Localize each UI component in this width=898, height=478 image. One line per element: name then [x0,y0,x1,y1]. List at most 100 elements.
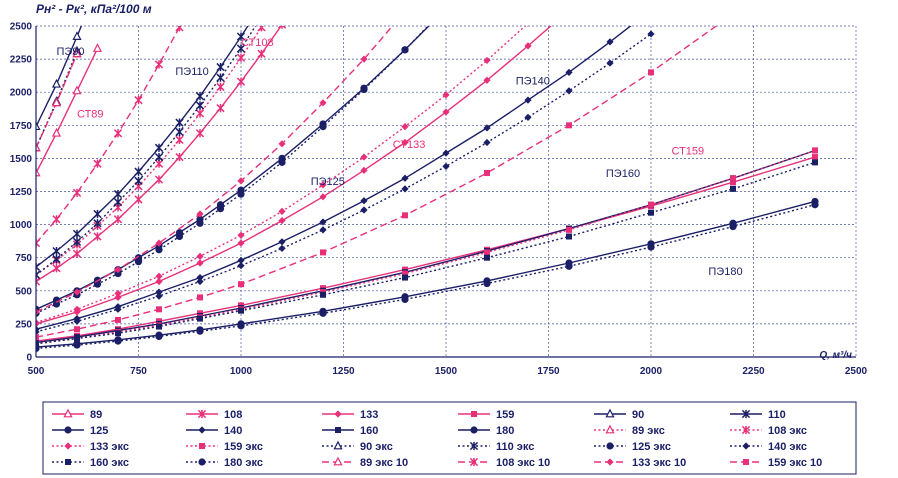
data-point [195,101,205,110]
data-point [196,219,204,227]
legend-marker [198,426,206,434]
data-point [237,239,245,247]
series-110 [36,26,249,272]
data-point [606,59,614,67]
x-tick-label: 750 [130,366,147,377]
y-tick-label: 1500 [10,154,33,165]
data-point [36,121,41,131]
series-110-экс [36,26,257,280]
legend: 89 108 133 159 90 110 125 140 160 180 89 экс 108 эк… [42,401,857,475]
series-89 [36,43,103,177]
legend-item: 159 экс [186,441,263,453]
data-point [175,118,184,127]
data-point [92,43,103,52]
data-point [729,222,737,231]
data-point [812,159,818,166]
data-point [114,266,122,274]
curve-label: ПЭ160 [606,168,640,180]
legend-label: 133 [360,409,378,421]
data-point [51,127,62,137]
data-point [36,270,41,280]
legend-item: 133 [322,409,378,421]
data-point [257,49,266,58]
series-180-экс [36,201,819,352]
data-point [36,262,41,272]
x-tick-label: 500 [28,366,45,377]
data-point [36,340,39,347]
data-point [319,218,327,226]
data-point [527,26,529,27]
data-point [113,215,123,224]
data-point [93,209,102,219]
data-point [238,307,244,314]
data-point [730,175,736,182]
data-point [483,279,491,288]
series-159-экс-10 [36,26,718,341]
data-point [74,335,80,342]
series-133-экс [36,26,529,327]
legend-item: 159 [458,409,514,421]
data-point [73,341,81,349]
data-point [236,53,246,62]
data-point [647,30,655,38]
data-point [360,197,368,205]
data-point [730,185,736,192]
data-point [175,135,184,144]
data-point [319,123,327,131]
curve-label: ПЭ125 [311,176,345,188]
legend-item: 125 экс [594,441,671,453]
legend-label: 90 [632,409,644,421]
data-point [278,140,286,148]
x-tick-label: 1000 [230,366,253,377]
data-point [52,264,61,273]
data-point [216,82,225,92]
data-point [524,96,532,104]
legend-label: 180 [496,425,514,437]
data-point [237,231,245,239]
data-point [73,305,81,313]
x-tick-label: 2500 [845,366,868,377]
data-point [483,76,491,84]
data-point [483,124,491,132]
data-point [36,277,41,286]
data-point [74,326,80,333]
legend-label: 89 экс 10 [360,457,408,469]
data-point [114,305,122,313]
legend-item: 180 экс [186,457,263,469]
data-point [402,274,408,281]
legend-item: 125 [52,425,108,437]
data-point [115,316,121,323]
legend-label: 159 экс [224,441,263,453]
curve-label: ПЭ90 [57,46,85,58]
data-point [402,270,408,277]
data-point [113,190,123,199]
legend-marker [606,458,614,466]
legend-marker [741,425,751,435]
y-tick-label: 1750 [10,121,33,132]
legend-label: 133 экс 10 [632,457,686,469]
data-point [36,308,40,316]
data-point [237,190,245,198]
data-point [196,259,204,267]
data-point [484,169,490,176]
data-point [648,201,654,208]
data-point [36,344,40,352]
series-line-90 [36,26,83,127]
data-point [401,185,409,193]
data-point [360,206,368,214]
data-point [196,327,204,335]
legend-item: 133 экс 10 [594,457,686,469]
legend-label: 160 [360,425,378,437]
series-line-140 [36,26,632,330]
data-point [52,254,61,264]
series-89-экс-10 [36,48,82,152]
data-point [154,60,164,69]
x-axis-label: Q, м³/ч [819,350,852,361]
data-point [278,244,286,253]
data-point [236,32,246,41]
legend-label: 108 экс [768,425,807,437]
data-point [237,322,245,330]
legend-item: 110 [730,409,786,421]
data-point [278,207,286,215]
legend-marker [65,459,71,465]
